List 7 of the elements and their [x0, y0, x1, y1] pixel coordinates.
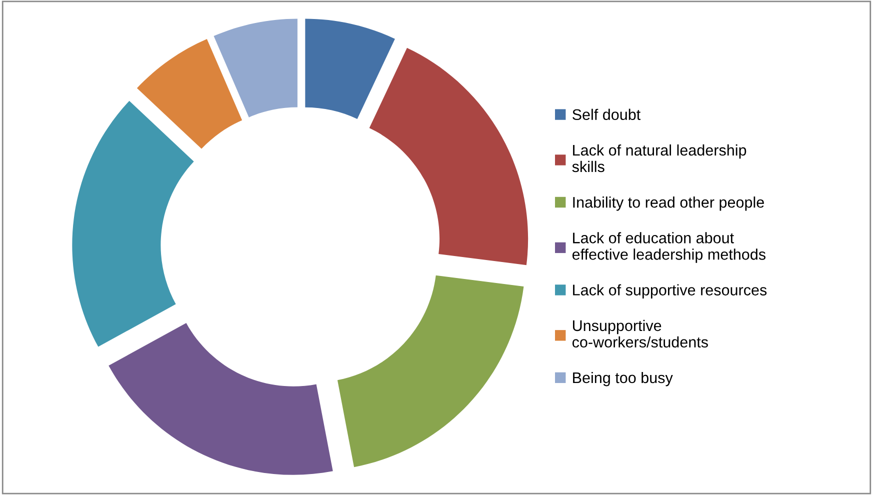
legend-label: Being too busy: [573, 372, 673, 386]
legend-label: Inability to read other people: [573, 196, 764, 211]
legend-label: Lack of education about effective leadership methods: [572, 232, 766, 263]
legend-label: Unsupportive co-workers/students: [572, 320, 708, 348]
legend-label: Lack of natural leadership skills: [572, 144, 746, 172]
legend-label: Lack of supportive resources: [573, 284, 767, 298]
legend-label: Self doubt: [572, 108, 641, 120]
